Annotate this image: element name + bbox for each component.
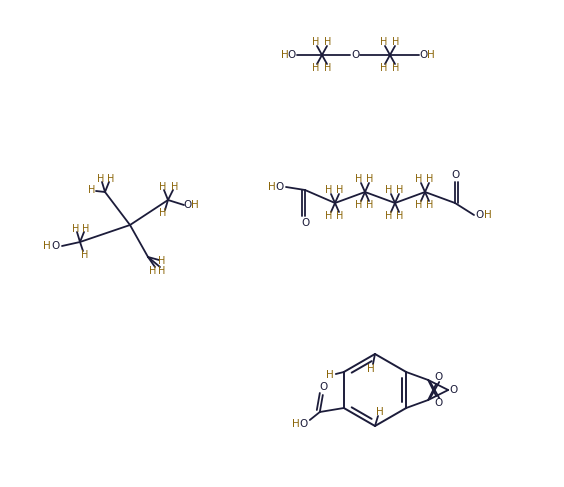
Text: H: H — [426, 174, 434, 184]
Text: O: O — [434, 398, 442, 408]
Text: O: O — [301, 218, 309, 228]
Text: H: H — [326, 370, 334, 380]
Text: H: H — [268, 182, 276, 192]
Text: O: O — [51, 241, 59, 251]
Text: H: H — [82, 224, 90, 234]
Text: H: H — [191, 200, 199, 210]
Text: H: H — [159, 182, 167, 192]
Text: H: H — [324, 63, 332, 73]
Text: H: H — [43, 241, 51, 251]
Text: O: O — [351, 50, 359, 60]
Text: H: H — [385, 185, 393, 195]
Text: H: H — [355, 200, 363, 210]
Text: O: O — [420, 50, 428, 60]
Text: H: H — [149, 266, 157, 276]
Text: H: H — [325, 211, 333, 221]
Text: H: H — [380, 37, 387, 47]
Text: H: H — [396, 211, 404, 221]
Text: O: O — [434, 372, 442, 382]
Text: H: H — [81, 250, 89, 260]
Text: H: H — [336, 185, 343, 195]
Text: H: H — [72, 224, 80, 234]
Text: O: O — [451, 170, 459, 180]
Text: H: H — [427, 50, 435, 60]
Text: H: H — [325, 185, 333, 195]
Text: H: H — [312, 37, 320, 47]
Text: H: H — [324, 37, 332, 47]
Text: H: H — [171, 182, 179, 192]
Text: H: H — [393, 63, 400, 73]
Text: H: H — [393, 37, 400, 47]
Text: H: H — [380, 63, 387, 73]
Text: H: H — [107, 174, 114, 184]
Text: H: H — [385, 211, 393, 221]
Text: H: H — [158, 256, 166, 266]
Text: O: O — [476, 210, 484, 220]
Text: H: H — [98, 174, 105, 184]
Text: H: H — [426, 200, 434, 210]
Text: O: O — [276, 182, 284, 192]
Text: H: H — [415, 200, 422, 210]
Text: H: H — [292, 419, 299, 429]
Text: H: H — [158, 266, 166, 276]
Text: H: H — [281, 50, 289, 60]
Text: H: H — [367, 364, 375, 374]
Text: H: H — [366, 200, 374, 210]
Text: H: H — [484, 210, 492, 220]
Text: H: H — [376, 407, 384, 417]
Text: H: H — [336, 211, 343, 221]
Text: H: H — [159, 208, 167, 218]
Text: H: H — [366, 174, 374, 184]
Text: H: H — [415, 174, 422, 184]
Text: H: H — [312, 63, 320, 73]
Text: H: H — [89, 185, 96, 195]
Text: O: O — [288, 50, 296, 60]
Text: H: H — [355, 174, 363, 184]
Text: O: O — [320, 382, 328, 392]
Text: O: O — [183, 200, 191, 210]
Text: O: O — [299, 419, 308, 429]
Text: H: H — [396, 185, 404, 195]
Text: O: O — [449, 385, 457, 395]
